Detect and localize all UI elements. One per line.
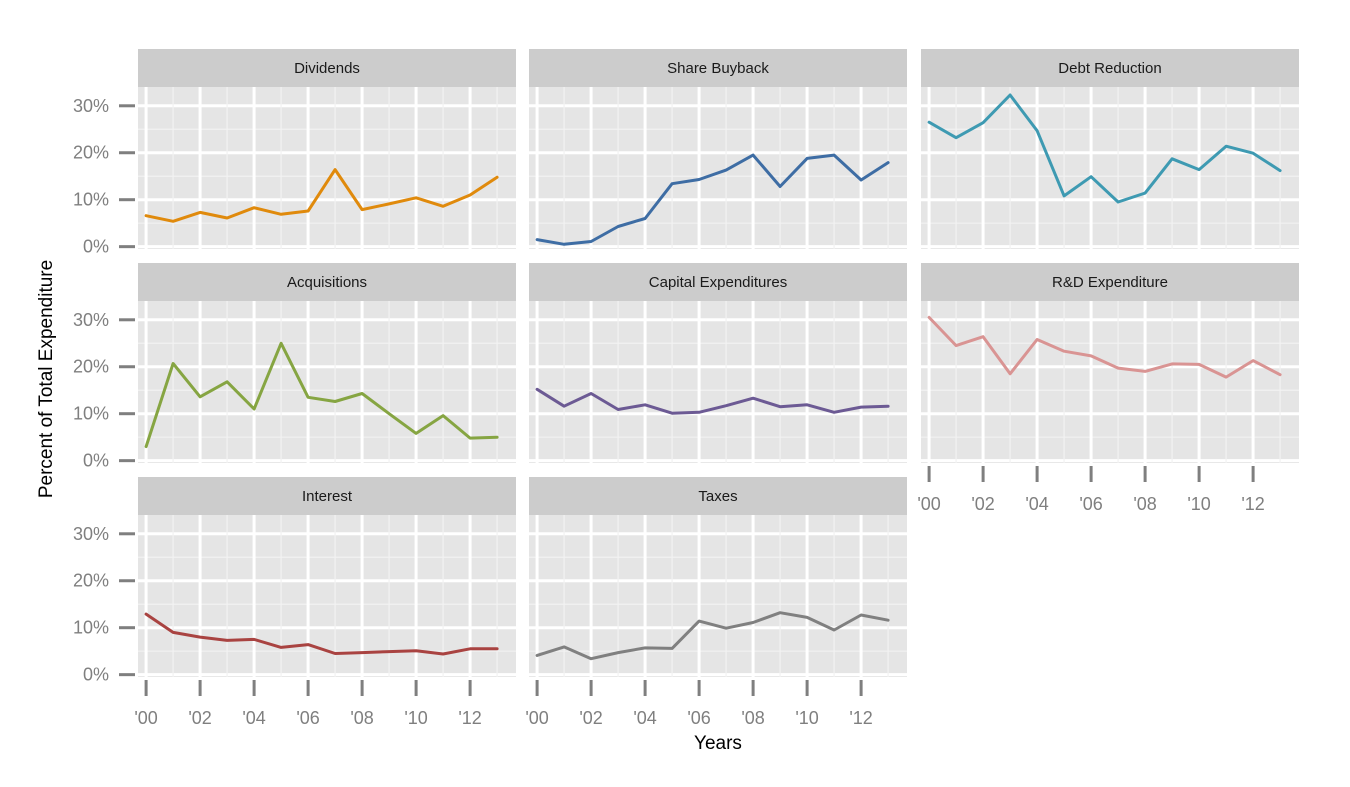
axes: 0% 10% 20% 30% 0% 10% 20% 30% '00 '02 '04 '06 '08 '10… — [73, 96, 1265, 728]
plot-background — [138, 515, 516, 677]
strip-label-dividends: Dividends — [294, 60, 360, 77]
x-tick-label: '10 — [1187, 494, 1210, 514]
plot-background — [921, 87, 1299, 249]
panel-interest: Interest — [138, 477, 516, 677]
strip-capital-expenditures — [529, 263, 907, 301]
series-line-capital-expenditures — [535, 387, 890, 415]
series-line-dividends — [144, 168, 499, 223]
x-tick-label: '04 — [633, 708, 656, 728]
x-tick-label: '10 — [795, 708, 818, 728]
x-tick-label: '02 — [971, 494, 994, 514]
strip-interest — [138, 477, 516, 515]
strip-share-buyback — [529, 49, 907, 87]
y-tick-label: 20% — [73, 571, 109, 591]
plot-background — [138, 301, 516, 463]
plot-background — [138, 87, 516, 249]
strip-label-debt-reduction: Debt Reduction — [1058, 60, 1161, 77]
y-tick-label: 20% — [73, 143, 109, 163]
strip-label-acquisitions: Acquisitions — [287, 274, 367, 291]
x-tick-label: '04 — [242, 708, 265, 728]
y-tick-label: 0% — [83, 451, 109, 471]
x-tick-label: '04 — [1025, 494, 1048, 514]
strip-label-taxes: Taxes — [698, 488, 737, 505]
x-tick-label: '06 — [296, 708, 319, 728]
strip-label-share-buyback: Share Buyback — [667, 60, 769, 77]
plot-background — [921, 301, 1299, 463]
y-tick-label: 20% — [73, 357, 109, 377]
panel-acquisitions: Acquisitions — [138, 263, 516, 463]
strip-label-capital-expenditures: Capital Expenditures — [649, 274, 787, 291]
series-line-acquisitions — [144, 341, 499, 449]
strip-debt-reduction — [921, 49, 1299, 87]
series-line-share-buyback — [535, 153, 890, 246]
panel-dividends: Dividends — [138, 49, 516, 249]
strip-acquisitions — [138, 263, 516, 301]
plot-background — [529, 301, 907, 463]
panel-capital-expenditures: Capital Expenditures — [529, 263, 907, 463]
x-tick-label: '12 — [458, 708, 481, 728]
x-tick-label: '08 — [1133, 494, 1156, 514]
y-axis-title: Percent of Total Expenditure — [36, 260, 57, 498]
series-line-interest — [144, 612, 499, 656]
y-tick-label: 30% — [73, 524, 109, 544]
y-tick-label: 0% — [83, 665, 109, 685]
plot-background — [529, 515, 907, 677]
x-tick-label: '08 — [350, 708, 373, 728]
x-tick-label: '12 — [849, 708, 872, 728]
x-axis-title: Years — [694, 733, 742, 754]
y-tick-label: 30% — [73, 96, 109, 116]
strip-dividends — [138, 49, 516, 87]
series-line-debt-reduction — [927, 93, 1282, 204]
panel-taxes: Taxes — [529, 477, 907, 677]
x-tick-label: '02 — [579, 708, 602, 728]
x-tick-label: '06 — [687, 708, 710, 728]
x-tick-label: '00 — [917, 494, 940, 514]
x-tick-label: '00 — [525, 708, 548, 728]
strip-label-interest: Interest — [302, 488, 353, 505]
panel-debt-reduction: Debt Reduction — [921, 49, 1299, 249]
x-tick-label: '10 — [404, 708, 427, 728]
panels: Dividends Share Buyback Debt Reduction Acqu… — [138, 49, 1299, 677]
x-tick-label: '08 — [741, 708, 764, 728]
strip-label-r-d-expenditure: R&D Expenditure — [1052, 274, 1168, 291]
strip-taxes — [529, 477, 907, 515]
x-tick-label: '02 — [188, 708, 211, 728]
y-tick-label: 10% — [73, 404, 109, 424]
x-tick-label: '00 — [134, 708, 157, 728]
y-tick-label: 10% — [73, 190, 109, 210]
series-line-r-d-expenditure — [927, 315, 1282, 379]
y-tick-label: 0% — [83, 237, 109, 257]
x-tick-label: '06 — [1079, 494, 1102, 514]
y-tick-label: 30% — [73, 310, 109, 330]
panel-share-buyback: Share Buyback — [529, 49, 907, 249]
y-tick-label: 10% — [73, 618, 109, 638]
series-line-taxes — [535, 611, 890, 661]
x-tick-label: '12 — [1241, 494, 1264, 514]
strip-r-d-expenditure — [921, 263, 1299, 301]
panel-r-d-expenditure: R&D Expenditure — [921, 263, 1299, 463]
